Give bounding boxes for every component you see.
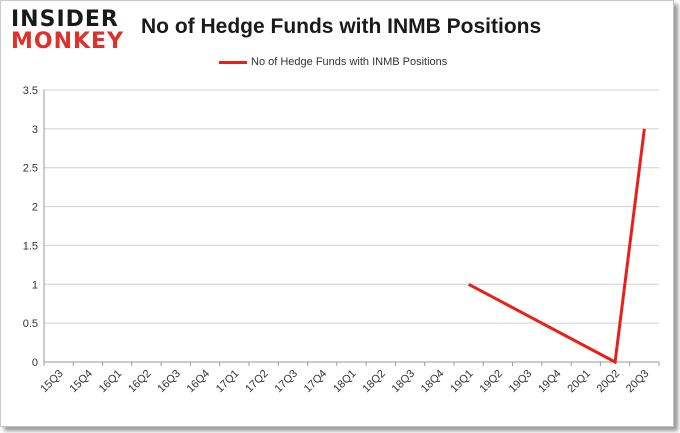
- y-tick-label: 2: [32, 202, 38, 214]
- x-tick-label: 17Q1: [214, 368, 242, 396]
- x-tick-label: 19Q2: [478, 368, 506, 396]
- x-tick-label: 19Q1: [448, 368, 476, 396]
- x-tick-label: 20Q1: [565, 368, 593, 396]
- chart-frame: INSIDER MONKEY No of Hedge Funds with IN…: [0, 0, 674, 427]
- x-tick-label: 17Q2: [243, 368, 271, 396]
- x-tick-label: 17Q4: [302, 368, 330, 396]
- x-tick-label: 18Q4: [419, 368, 447, 396]
- y-tick-label: 2.5: [23, 163, 38, 175]
- y-tick-label: 0.5: [23, 318, 38, 330]
- y-tick-label: 1: [32, 279, 38, 291]
- y-tick-label: 0: [32, 357, 38, 369]
- x-tick-label: 18Q1: [331, 368, 359, 396]
- x-tick-label: 17Q3: [273, 368, 301, 396]
- x-tick-label: 19Q3: [507, 368, 535, 396]
- x-tick-label: 15Q4: [68, 368, 96, 396]
- x-tick-label: 16Q3: [155, 368, 183, 396]
- chart-title: No of Hedge Funds with INMB Positions: [141, 15, 542, 38]
- chart-legend: No of Hedge Funds with INMB Positions: [219, 56, 447, 68]
- legend-label: No of Hedge Funds with INMB Positions: [251, 56, 448, 68]
- x-tick-label: 15Q3: [38, 368, 66, 396]
- legend-swatch: [219, 60, 247, 64]
- logo-line1: INSIDER: [11, 7, 119, 32]
- logo-line2: MONKEY: [11, 29, 125, 54]
- x-tick-label: 16Q1: [97, 368, 125, 396]
- insider-monkey-logo: INSIDER MONKEY: [11, 9, 129, 53]
- x-tick-label: 18Q3: [390, 368, 418, 396]
- x-tick-label: 16Q4: [185, 368, 213, 396]
- y-tick-label: 1.5: [23, 240, 38, 252]
- x-tick-label: 18Q2: [360, 368, 388, 396]
- y-tick-label: 3: [32, 124, 38, 136]
- x-tick-label: 19Q4: [536, 368, 564, 396]
- x-tick-label: 20Q2: [595, 368, 623, 396]
- y-tick-label: 3.5: [23, 85, 38, 97]
- x-tick-label: 20Q3: [624, 368, 652, 396]
- x-tick-label: 16Q2: [126, 368, 154, 396]
